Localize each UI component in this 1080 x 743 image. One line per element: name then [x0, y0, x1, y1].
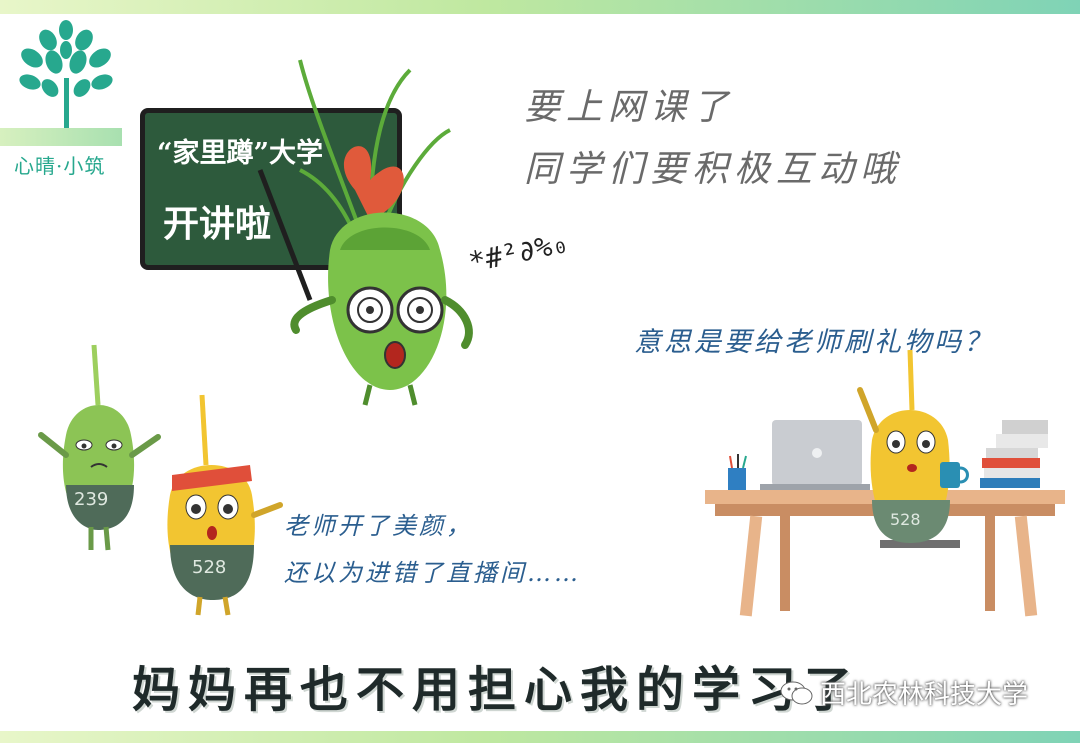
tree-icon: [19, 20, 113, 144]
character-green-number: 239: [74, 489, 108, 510]
top-message-line1: 要上网课了: [524, 87, 735, 128]
caption-line2: 还以为进错了直播间……: [284, 559, 581, 587]
blackboard-title: “家里蹲”大学: [157, 138, 324, 169]
watermark-text: 西北农林科技大学: [820, 680, 1029, 710]
headline: 妈妈再也不用担心我的学习了: [132, 662, 861, 718]
teacher-character: [257, 59, 473, 406]
character-desk-number: 528: [890, 510, 921, 529]
caption-line1: 老师开了美颜，: [284, 512, 473, 540]
desk-scene: 528: [705, 349, 1065, 617]
logo-stripe: [0, 128, 122, 146]
bottom-gradient-band: [0, 731, 1080, 743]
character-yellow-number: 528: [192, 557, 226, 578]
logo-text: 心晴·小筑: [14, 154, 106, 178]
top-gradient-band: [0, 0, 1080, 14]
logo: [10, 18, 122, 188]
watermark: 西北农林科技大学: [780, 674, 1028, 711]
question-text: 意思是要给老师刷礼物吗？: [634, 327, 994, 358]
top-message-line2: 同学们要积极互动哦: [524, 149, 903, 190]
wechat-icon: [780, 681, 813, 704]
character-yellow-528: 528: [167, 394, 283, 616]
caption: 老师开了美颜， 还以为进错了直播间……: [284, 506, 581, 600]
character-green-239: 239: [38, 344, 161, 551]
top-message: 要上网课了 同学们要积极互动哦: [524, 78, 902, 202]
blackboard-subtitle: 开讲啦: [163, 204, 272, 245]
